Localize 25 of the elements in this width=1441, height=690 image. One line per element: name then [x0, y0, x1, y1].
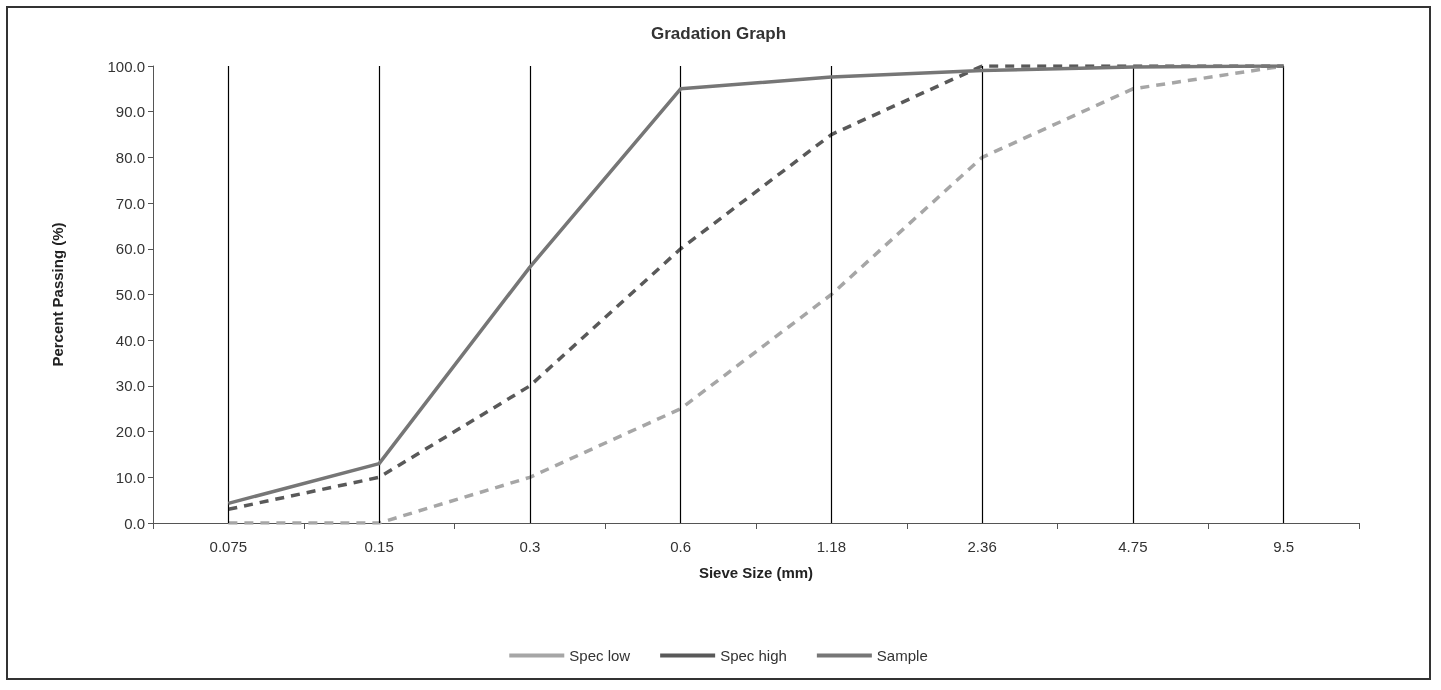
y-tick-label: 0.0 — [124, 514, 145, 532]
y-tick-label: 30.0 — [115, 377, 145, 395]
x-tick-label: 0.075 — [209, 538, 248, 555]
y-tick-label: 100.0 — [107, 57, 145, 75]
chart-title: Gradation Graph — [650, 24, 787, 43]
y-tick-label: 50.0 — [115, 286, 145, 303]
y-tick-label: 20.0 — [115, 423, 145, 441]
y-tick-label: 10.0 — [115, 468, 145, 486]
y-tick-label: 90.0 — [115, 103, 145, 121]
x-tick-label: 1.18 — [816, 538, 846, 555]
x-tick-label: 0.6 — [670, 538, 692, 555]
legend-label: Spec low — [569, 647, 631, 664]
y-tick-label: 70.0 — [115, 194, 145, 212]
x-tick-label: 2.36 — [967, 538, 997, 555]
x-tick-label: 0.15 — [364, 538, 394, 555]
y-axis-title: Percent Passing (%) — [49, 222, 66, 367]
legend-label: Sample — [876, 647, 928, 664]
y-tick-label: 80.0 — [115, 148, 145, 166]
y-tick-label: 60.0 — [115, 240, 145, 258]
x-tick-label: 4.75 — [1118, 538, 1148, 555]
legend-label: Spec high — [720, 647, 787, 664]
y-tick-label: 40.0 — [115, 331, 145, 349]
x-axis-title: Sieve Size (mm) — [698, 564, 814, 581]
x-tick-label: 0.3 — [519, 538, 541, 555]
x-tick-label: 9.5 — [1273, 538, 1295, 555]
